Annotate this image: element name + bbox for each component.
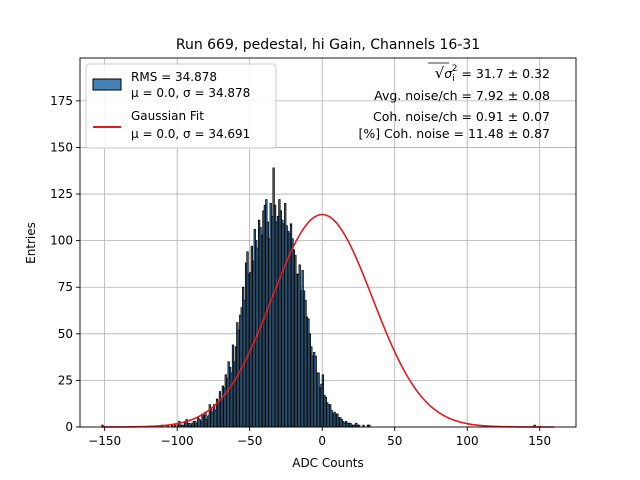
- avg-noise-annotation: Avg. noise/ch = 7.92 ± 0.08: [374, 88, 550, 103]
- total-noise-annotation: √σi2 = 31.7 ± 0.32: [435, 64, 550, 84]
- y-tick-label: 50: [58, 327, 73, 341]
- histogram-bars: [101, 167, 536, 428]
- x-tick-label: 0: [318, 434, 326, 448]
- legend-histogram-swatch: [92, 78, 122, 91]
- legend-fit-stats: μ = 0.0, σ = 34.691: [131, 127, 250, 141]
- x-tick-label: 50: [387, 434, 402, 448]
- y-tick-label: 25: [58, 373, 73, 387]
- legend: RMS = 34.878 μ = 0.0, σ = 34.878 Gaussia…: [85, 63, 277, 149]
- gaussian-fit-line: [101, 213, 555, 428]
- legend-histogram-label: RMS = 34.878: [131, 70, 217, 84]
- sigma-subscript: i: [452, 74, 455, 84]
- noise-annotations: √σi2 = 31.7 ± 0.32 Avg. noise/ch = 7.92 …: [358, 62, 550, 141]
- chart-title: Run 669, pedestal, hi Gain, Channels 16-…: [176, 37, 480, 53]
- y-tick-label: 175: [50, 94, 73, 108]
- sqrt-symbol: √: [435, 64, 445, 82]
- x-tick-label: −50: [237, 434, 262, 448]
- x-axis-ticks: −150 −100 −50 0 50 100 150: [88, 427, 551, 448]
- legend-box: [85, 63, 277, 149]
- legend-fit-label: Gaussian Fit: [131, 109, 204, 123]
- sigma-superscript: 2: [452, 64, 458, 74]
- sigma-symbol: σ: [444, 66, 453, 81]
- y-axis-ticks: 0 25 50 75 100 125 150 175: [50, 94, 80, 434]
- y-tick-label: 0: [65, 420, 73, 434]
- x-tick-label: −100: [161, 434, 194, 448]
- y-tick-label: 75: [58, 280, 73, 294]
- x-tick-label: −150: [88, 434, 121, 448]
- total-noise-value: = 31.7 ± 0.32: [457, 66, 550, 81]
- y-tick-label: 125: [50, 187, 73, 201]
- grid-lines: [80, 58, 576, 428]
- x-tick-label: 150: [528, 434, 551, 448]
- y-tick-label: 150: [50, 140, 73, 154]
- coh-noise-annotation: Coh. noise/ch = 0.91 ± 0.07: [373, 109, 550, 124]
- y-tick-label: 100: [50, 234, 73, 248]
- legend-histogram-stats: μ = 0.0, σ = 34.878: [131, 86, 250, 100]
- x-tick-label: 100: [456, 434, 479, 448]
- axes-frame: [79, 57, 577, 428]
- x-axis-label: ADC Counts: [292, 456, 364, 470]
- coh-noise-percent-annotation: [%] Coh. noise = 11.48 ± 0.87: [358, 126, 550, 141]
- y-axis-label: Entries: [24, 222, 38, 264]
